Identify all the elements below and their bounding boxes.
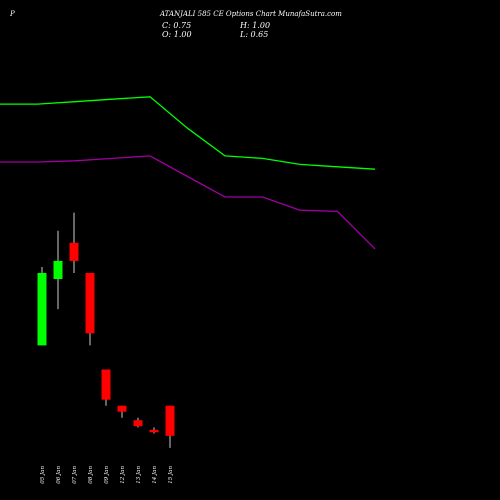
candle-body-down: [85, 272, 95, 334]
candle: [149, 427, 159, 434]
candle: [53, 230, 63, 310]
candle: [101, 369, 111, 406]
candle: [133, 417, 143, 428]
candle: [117, 405, 127, 418]
low-value: L: 0.65: [240, 30, 269, 39]
candle: [165, 405, 175, 448]
close-value: C: 0.75: [162, 21, 192, 30]
x-axis-tick-labels: 05 Jan 06 Jan 07 Jan 08 Jan 09 Jan 12 Jan 13 J…: [40, 466, 174, 484]
chart-title: ATANJALI 585 CE Options Chart MunafaSutr…: [160, 10, 342, 18]
x-tick-label: 09 Jan: [104, 466, 110, 484]
x-tick-label: 13 Jan: [136, 466, 142, 484]
candle-body-down: [117, 405, 127, 412]
x-tick-label: 12 Jan: [120, 466, 126, 484]
high-value: H: 1.00: [240, 21, 271, 30]
candle: [69, 212, 79, 273]
x-tick-label: 07 Jan: [72, 466, 78, 484]
x-tick-label: 05 Jan: [40, 466, 46, 484]
candle-body-up: [37, 272, 47, 346]
candle: [85, 272, 95, 346]
lower-band-line: [0, 155, 376, 250]
candle-body-down: [133, 420, 143, 427]
x-tick-label: 06 Jan: [56, 466, 62, 484]
candle-body-up: [53, 260, 63, 280]
candle-body-down: [101, 369, 111, 400]
x-tick-label: 14 Jan: [152, 466, 158, 484]
header-left-letter: P: [10, 10, 15, 18]
x-tick-label: 08 Jan: [88, 466, 94, 484]
x-tick-label: 15 Jan: [168, 466, 174, 484]
open-value: O: 1.00: [162, 30, 192, 39]
upper-band-line: [0, 96, 376, 170]
candle-body-down: [69, 242, 79, 261]
candle-body-down: [149, 429, 159, 433]
indicator-bands: [0, 96, 376, 250]
candles: [37, 212, 175, 448]
candle-body-down: [165, 405, 175, 436]
candle: [37, 266, 47, 346]
